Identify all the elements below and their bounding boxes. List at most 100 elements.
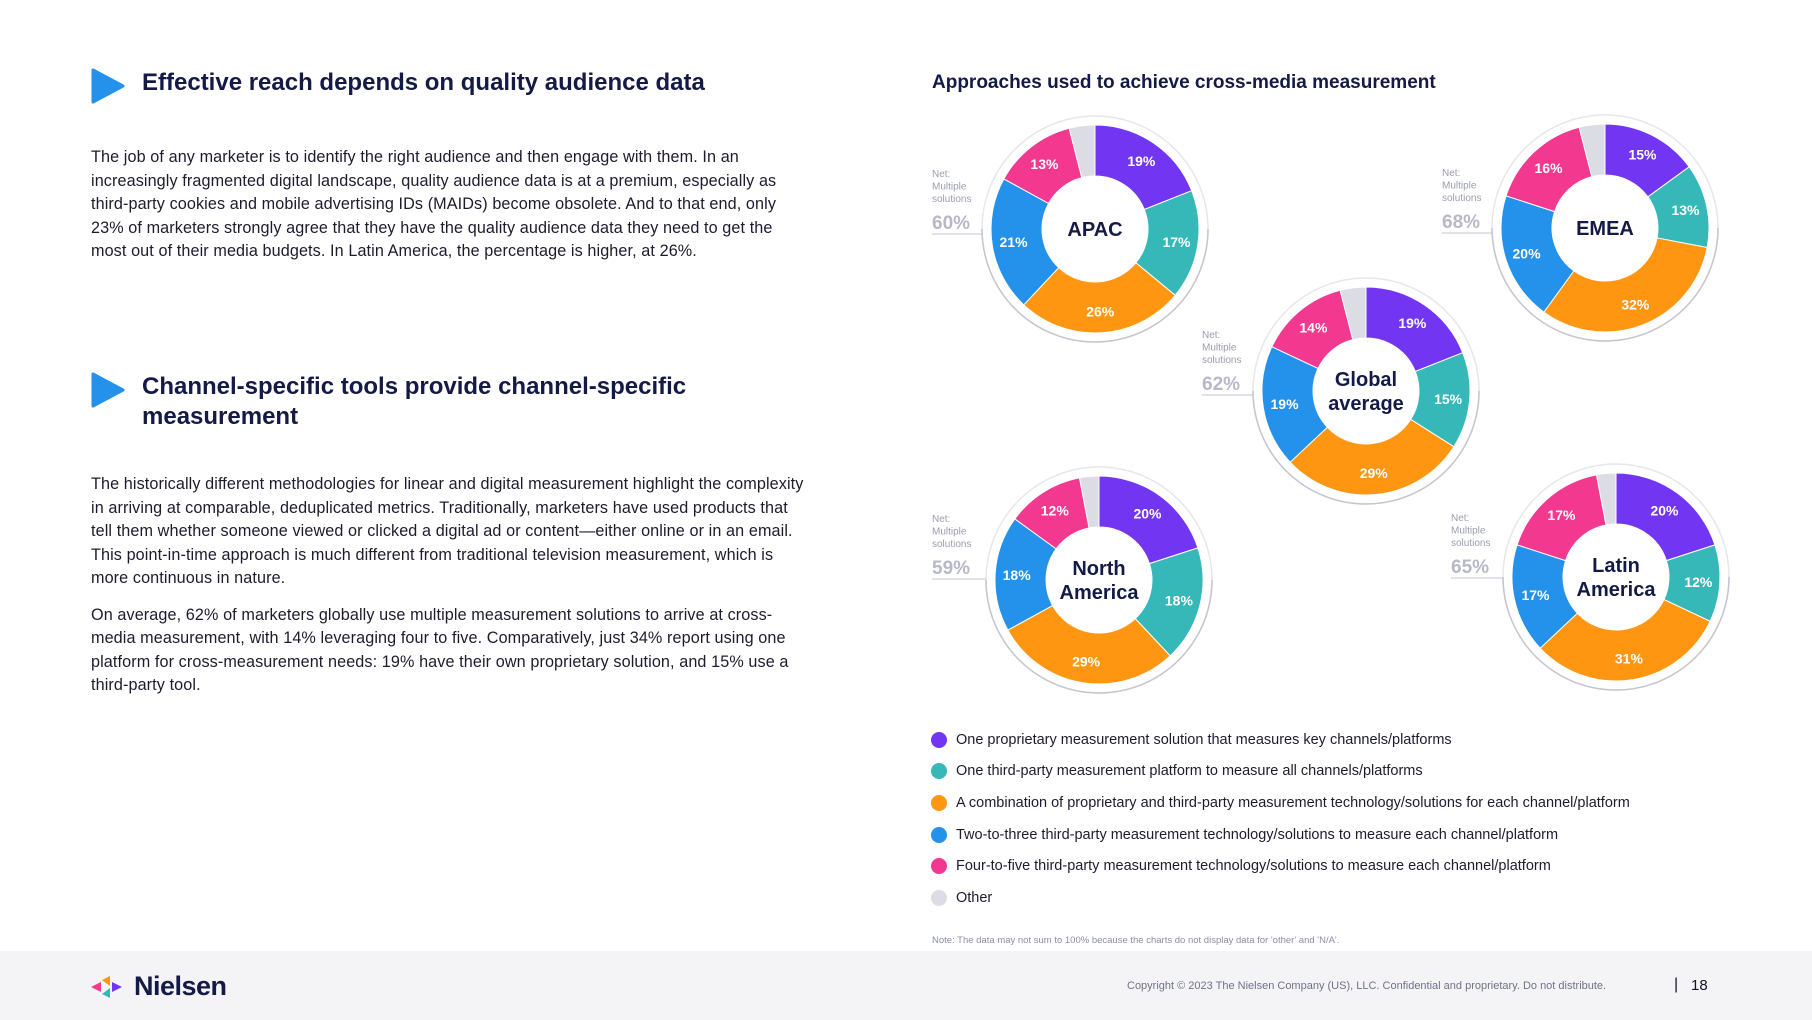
legend-label: Other xyxy=(956,889,993,906)
net-label: solutions xyxy=(1451,538,1490,549)
donut-slice xyxy=(1134,547,1204,657)
net-value: 59% xyxy=(932,558,970,579)
copyright-text: Copyright © 2023 The Nielsen Company (US… xyxy=(1127,980,1607,992)
net-label: solutions xyxy=(932,194,971,205)
legend-swatch xyxy=(931,826,947,843)
section-heading: Channel-specific tools provide channel-s… xyxy=(142,373,687,430)
net-label: Multiple xyxy=(1202,343,1237,354)
donut-slice xyxy=(1094,124,1193,211)
donut-slice xyxy=(1135,190,1200,296)
donut-slice xyxy=(1007,604,1171,685)
net-value: 65% xyxy=(1451,557,1489,578)
section-heading: Effective reach depends on quality audie… xyxy=(142,69,705,96)
donut-slice xyxy=(1516,474,1607,562)
donut-slice-other xyxy=(1595,472,1617,526)
section-body: The job of any marketer is to identify t… xyxy=(91,146,811,264)
slice-label: 17% xyxy=(1547,507,1576,523)
net-label: Multiple xyxy=(1442,181,1477,192)
legend-swatch xyxy=(931,889,947,906)
slice-label: 17% xyxy=(1162,234,1191,250)
net-label: Net: xyxy=(1442,168,1460,179)
page-separator: | xyxy=(1674,976,1679,993)
donut-slice-other xyxy=(1339,286,1367,341)
legend-item: Two-to-three third-party measurement tec… xyxy=(931,819,1630,851)
legend-swatch xyxy=(931,794,947,811)
slice-label: 14% xyxy=(1299,319,1328,335)
donut-slice xyxy=(1098,475,1199,565)
legend-swatch xyxy=(931,763,947,780)
slice-label: 20% xyxy=(1650,502,1679,518)
legend-label: Four-to-five third-party measurement tec… xyxy=(956,858,1551,875)
donut-center-label: America xyxy=(1577,579,1657,601)
nielsen-logo-icon xyxy=(91,975,122,998)
slice-label: 18% xyxy=(1165,593,1194,609)
legend-item: Four-to-five third-party measurement tec… xyxy=(931,850,1630,882)
net-label: solutions xyxy=(932,539,971,550)
donut-slice-other xyxy=(1078,475,1100,529)
donut-outer-ring-shadow xyxy=(1502,576,1730,691)
nielsen-logo: Nielsen xyxy=(90,971,227,1002)
legend-swatch xyxy=(931,858,947,875)
donut-center-label: America xyxy=(1060,582,1140,604)
slice-label: 31% xyxy=(1615,650,1644,666)
section-channel-specific-tools: Channel-specific tools provide channel-s… xyxy=(91,372,811,711)
net-label: Net: xyxy=(932,169,950,180)
donut-slice xyxy=(990,178,1060,306)
donut-outer-ring-shadow xyxy=(1491,227,1719,342)
slice-label: 32% xyxy=(1621,297,1650,313)
section-body: The historically different methodologies… xyxy=(91,473,811,698)
paragraph: The job of any marketer is to identify t… xyxy=(91,148,777,260)
slice-label: 15% xyxy=(1434,391,1463,407)
donut-outer-ring-shadow xyxy=(1252,390,1480,505)
donut-slice xyxy=(1505,126,1593,213)
donut-0: 19% 17% 26% 21% 13% APAC Net: Multiplesolutions… xyxy=(932,115,1209,343)
net-label: Multiple xyxy=(1451,526,1486,537)
slice-label: 19% xyxy=(1127,153,1156,169)
donut-slice xyxy=(1410,352,1471,448)
slice-label: 20% xyxy=(1513,245,1542,261)
play-triangle-icon xyxy=(91,68,125,104)
net-label: Multiple xyxy=(932,182,967,193)
donut-slice xyxy=(1604,123,1690,198)
donut-slice xyxy=(1023,262,1176,334)
net-label: solutions xyxy=(1202,355,1241,366)
donut-center-label: average xyxy=(1328,393,1404,415)
net-label: Multiple xyxy=(932,527,967,538)
legend-item: One third-party measurement platform to … xyxy=(931,756,1630,788)
donut-slice xyxy=(1289,418,1455,496)
slice-label: 16% xyxy=(1535,160,1564,176)
page-number: 18 xyxy=(1691,977,1708,994)
legend-item: Other xyxy=(931,882,1630,914)
donut-outer-ring xyxy=(1502,463,1730,691)
donut-slice xyxy=(994,518,1057,631)
logo-text: Nielsen xyxy=(134,971,227,1001)
net-label: Net: xyxy=(1202,330,1220,341)
donut-outer-ring xyxy=(1252,277,1480,505)
section-quality-audience-data: Effective reach depends on quality audie… xyxy=(91,68,811,277)
slice-label: 26% xyxy=(1086,303,1115,319)
donut-slice xyxy=(1014,477,1090,550)
donut-slice-other xyxy=(1578,123,1606,178)
slice-label: 13% xyxy=(1030,156,1059,172)
donut-outer-ring xyxy=(1491,114,1719,342)
donut-slice xyxy=(1003,127,1083,205)
donut-outer-ring-shadow xyxy=(985,579,1213,694)
donut-center-label: Latin xyxy=(1592,555,1640,577)
paragraph: The historically different methodologies… xyxy=(91,475,804,587)
donut-1: 15% 13% 32% 20% 16% EMEA Net: Multiplesolutions… xyxy=(1442,114,1719,342)
donut-outer-ring-shadow xyxy=(981,228,1209,343)
donut-slice-other xyxy=(1068,124,1096,179)
legend-label: One proprietary measurement solution tha… xyxy=(956,731,1452,748)
donut-slice xyxy=(1500,195,1575,313)
paragraph: On average, 62% of marketers globally us… xyxy=(91,605,789,695)
net-value: 60% xyxy=(932,213,970,234)
chart-legend: One proprietary measurement solution tha… xyxy=(931,724,1630,914)
slice-label: 20% xyxy=(1133,505,1162,521)
donut-center-label: Global xyxy=(1335,369,1397,391)
legend-label: One third-party measurement platform to … xyxy=(956,763,1423,780)
legend-item: One proprietary measurement solution tha… xyxy=(931,724,1630,756)
net-label: solutions xyxy=(1442,193,1481,204)
donut-outer-ring xyxy=(985,466,1213,694)
